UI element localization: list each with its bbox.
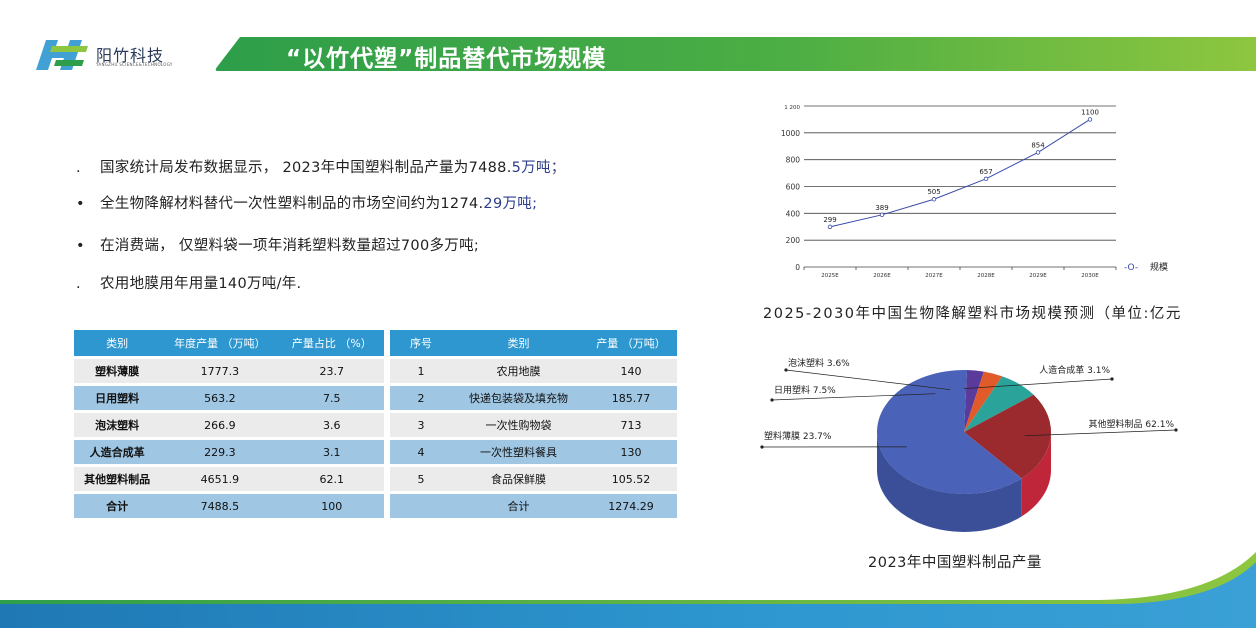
data-label: 505 xyxy=(927,188,940,196)
leader-line xyxy=(785,369,951,391)
table-row: 泡沫塑料 266.9 3.6 xyxy=(74,413,384,437)
table-row: 5 食品保鲜膜 105.52 xyxy=(390,467,677,491)
slice-label: 其他塑料制品 62.1% xyxy=(1089,418,1175,430)
y-tick-label: 800 xyxy=(786,156,801,165)
x-tick-label: 2028E xyxy=(977,273,995,279)
leader-line xyxy=(771,393,936,401)
x-tick-label: 2025E xyxy=(821,273,839,279)
table-row: 人造合成革 229.3 3.1 xyxy=(74,440,384,464)
plastic-production-table: 类别 年度产量 （万吨） 产量占比 （%） 塑料薄膜 1777.3 23.7 日用塑… xyxy=(74,327,384,521)
pie-slice-side xyxy=(877,432,1022,532)
slice-label: 泡沫塑料 3.6% xyxy=(788,357,850,369)
table-row: 日用塑料 563.2 7.5 xyxy=(74,386,384,410)
y-tick-label: 200 xyxy=(786,236,801,245)
plastic-production-pie-chart: 其他塑料制品 62.1% 塑料薄膜 23.7% 日用塑料 7.5% 泡沫塑料 3.6%… xyxy=(760,357,1178,532)
biodegradable-market-table: 序号 类别 产量 （万吨） 1 农用地膜 140 2 快递包装袋及填充物 185.77 … xyxy=(390,327,677,521)
data-label: 299 xyxy=(823,216,836,224)
data-point xyxy=(1087,117,1093,122)
company-logo xyxy=(36,40,88,70)
bullet-item: • 在消费端， 仅塑料袋一项年消耗塑料数量超过700多万吨; xyxy=(76,238,480,254)
pie-slice xyxy=(964,370,984,432)
table-row: 其他塑料制品 4651.9 62.1 xyxy=(74,467,384,491)
table-header: 年度产量 （万吨） xyxy=(160,330,280,356)
data-label: 657 xyxy=(979,168,992,176)
x-tick-label: 2030E xyxy=(1081,273,1099,279)
data-label: 1100 xyxy=(1081,108,1099,116)
table-header: 类别 xyxy=(74,330,161,356)
table-header: 序号 xyxy=(390,330,452,356)
leader-line xyxy=(963,378,1113,389)
leader-dot xyxy=(1110,377,1114,381)
y-tick-label: 1 200 xyxy=(784,105,800,111)
data-label: 389 xyxy=(875,204,888,212)
data-point xyxy=(827,224,833,230)
legend-label: 规模 xyxy=(1150,262,1168,273)
table-header: 产量占比 （%） xyxy=(279,330,384,356)
data-point xyxy=(931,197,937,202)
data-point xyxy=(1035,150,1041,155)
table-row: 2 快递包装袋及填充物 185.77 xyxy=(390,386,677,410)
table-header: 类别 xyxy=(452,330,585,356)
market-size-line-chart: 0 200 400 600 800 1000 1 200 2025E 2026E 2027E 202… xyxy=(781,105,1168,279)
table-row: 1 农用地膜 140 xyxy=(390,359,677,383)
y-tick-label: 600 xyxy=(786,183,801,192)
bullet-item: • 全生物降解材料替代一次性塑料制品的市场空间约为1274.29万吨; xyxy=(76,196,538,212)
x-tick-label: 2026E xyxy=(873,273,891,279)
table-row: 合计 1274.29 xyxy=(390,494,677,518)
leader-dot xyxy=(1174,428,1178,432)
table-row: 4 一次性塑料餐具 130 xyxy=(390,440,677,464)
series-line xyxy=(829,118,1091,228)
company-subtitle: YANGZHU SCIENCE&TECHNOLOGY xyxy=(96,62,173,67)
data-point xyxy=(879,212,885,218)
page-title: “以竹代塑”制品替代市场规模 xyxy=(286,46,607,72)
slice-label: 塑料薄膜 23.7% xyxy=(764,430,832,442)
pie-slice xyxy=(964,376,1034,432)
y-tick-label: 0 xyxy=(795,263,800,272)
data-label: 854 xyxy=(1031,141,1045,149)
leader-dot xyxy=(770,398,774,402)
company-name: 阳竹科技 xyxy=(96,46,165,65)
table-header: 产量 （万吨） xyxy=(585,330,677,356)
x-tick-label: 2029E xyxy=(1029,273,1047,279)
line-chart-title: 2025-2030年中国生物降解塑料市场规模预测（单位:亿元 xyxy=(763,306,1182,322)
data-point xyxy=(983,176,989,182)
bullet-item: . 农用地膜用年用量140万吨/年. xyxy=(76,276,302,292)
y-tick-label: 1000 xyxy=(781,129,800,138)
title-banner xyxy=(215,37,1256,71)
table-row: 塑料薄膜 1777.3 23.7 xyxy=(74,359,384,383)
y-tick-label: 400 xyxy=(786,209,801,218)
pie-slice xyxy=(877,370,1022,494)
pie-chart-title: 2023年中国塑料制品产量 xyxy=(868,555,1042,571)
pie-slice xyxy=(964,394,1051,479)
leader-dot xyxy=(784,368,788,372)
bullet-item: . 国家统计局发布数据显示， 2023年中国塑料制品产量为7488.5万吨； xyxy=(76,160,566,176)
x-tick-label: 2027E xyxy=(925,273,943,279)
table-row: 合计 7488.5 100 xyxy=(74,494,384,518)
leader-dot xyxy=(760,445,764,449)
legend-marker: -O- xyxy=(1124,263,1138,273)
pie-slice-side xyxy=(1021,432,1051,517)
table-row: 3 一次性购物袋 713 xyxy=(390,413,677,437)
slice-label: 人造合成革 3.1% xyxy=(1039,364,1110,376)
slice-label: 日用塑料 7.5% xyxy=(774,384,836,396)
footer-wave xyxy=(0,552,1256,628)
leader-line xyxy=(1024,429,1177,437)
